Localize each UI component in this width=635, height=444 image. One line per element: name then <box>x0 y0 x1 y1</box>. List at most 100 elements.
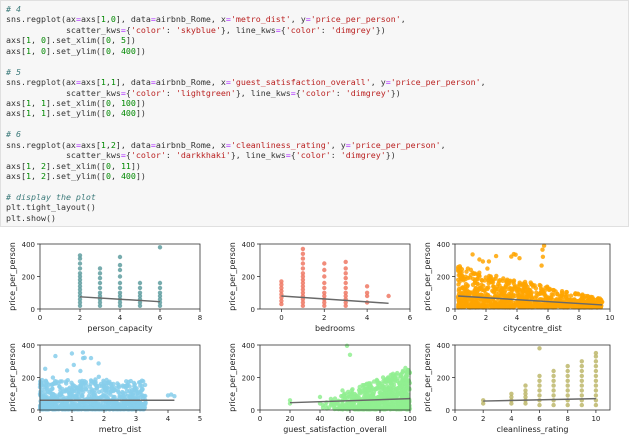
data-point <box>401 387 407 392</box>
data-point <box>78 392 84 397</box>
data-point <box>128 378 133 384</box>
data-point <box>462 304 467 309</box>
x-tick-label: 6 <box>546 314 551 322</box>
data-point <box>322 267 327 273</box>
y-tick-label: 400 <box>242 241 255 249</box>
code-line: plt.tight_layout() <box>6 202 96 213</box>
data-point <box>470 252 475 257</box>
code-line <box>6 119 486 129</box>
y-tick-label: 0 <box>31 306 35 314</box>
data-point <box>476 303 481 308</box>
data-point <box>332 396 338 401</box>
data-point <box>322 285 327 291</box>
data-point <box>579 402 584 408</box>
data-point <box>390 395 396 400</box>
code-line: scatter_kws={'color': 'darkkhaki'}, line… <box>6 150 396 161</box>
data-point <box>486 301 491 306</box>
data-point <box>300 256 306 261</box>
data-point <box>376 404 381 410</box>
code-cell[interactable]: # 4 sns.regplot(ax=axs[1,0], data=airbnb_… <box>0 0 629 227</box>
subplot-5: 0 200 400 0 20 40 60 80 100 guest_satisfaction_ov… <box>228 342 417 434</box>
x-axis-label: guest_satisfaction_overall <box>283 425 387 434</box>
data-point <box>49 382 54 387</box>
data-point <box>537 378 542 383</box>
data-point <box>80 387 85 393</box>
data-point <box>579 388 584 393</box>
data-point <box>44 382 49 388</box>
data-point <box>77 300 83 305</box>
data-point <box>480 305 486 310</box>
data-point <box>365 392 370 398</box>
x-tick-label: 6 <box>158 314 163 322</box>
data-point <box>364 284 370 289</box>
data-point <box>110 385 115 391</box>
data-point <box>551 402 556 408</box>
data-point <box>279 301 284 307</box>
y-tick-label: 0 <box>446 407 450 415</box>
data-point <box>343 403 349 409</box>
data-point <box>593 388 599 393</box>
data-point <box>499 286 504 291</box>
data-point <box>57 384 62 389</box>
data-point <box>322 274 327 279</box>
x-tick-label: 0 <box>38 415 42 423</box>
data-point <box>523 383 528 388</box>
data-point <box>366 387 371 392</box>
y-axis-label: price_per_person <box>8 343 17 412</box>
data-point <box>593 373 599 379</box>
data-point <box>300 290 306 295</box>
data-point <box>57 391 62 397</box>
data-point <box>395 392 400 397</box>
data-point <box>378 393 383 398</box>
data-point <box>300 246 306 252</box>
data-point <box>485 286 490 292</box>
data-point <box>551 393 556 398</box>
data-point <box>537 388 542 393</box>
data-point <box>38 407 43 412</box>
data-point <box>322 293 327 299</box>
y-axis-label: price_per_person <box>423 242 432 311</box>
data-point <box>117 262 123 268</box>
data-point <box>322 261 327 266</box>
data-point <box>343 303 348 308</box>
x-tick-label: 4 <box>515 314 520 322</box>
data-point <box>389 377 394 382</box>
code-editor[interactable]: # 4 sns.regplot(ax=axs[1,0], data=airbnb_… <box>6 4 486 223</box>
plot-output: 0 200 400 0 2 4 6 8 person_capacity price_per_per… <box>0 232 635 439</box>
data-point <box>157 245 163 250</box>
data-point <box>343 259 348 265</box>
data-point <box>343 271 348 276</box>
data-point <box>384 377 389 382</box>
code-line: sns.regplot(ax=axs[1,1], data=airbnb_Rom… <box>6 77 486 88</box>
data-point <box>279 279 284 284</box>
data-point <box>493 253 499 259</box>
x-tick-label: 80 <box>376 415 385 423</box>
y-axis-label: price_per_person <box>228 242 237 311</box>
data-point <box>71 362 77 368</box>
data-point <box>364 293 370 299</box>
data-point <box>157 293 163 299</box>
data-point <box>364 402 369 407</box>
data-point <box>141 379 146 384</box>
data-point <box>567 297 572 302</box>
y-tick-label: 0 <box>31 407 35 415</box>
x-tick-label: 0 <box>453 415 457 423</box>
data-point <box>511 279 516 284</box>
x-tick-label: 0 <box>279 314 283 322</box>
data-point <box>477 257 482 262</box>
data-point <box>117 267 123 273</box>
code-line <box>6 56 486 66</box>
data-point <box>60 402 66 407</box>
data-point <box>472 271 477 276</box>
data-point <box>565 383 570 388</box>
data-point <box>383 387 389 392</box>
data-point <box>343 266 348 271</box>
data-point <box>550 297 555 302</box>
y-tick-label: 0 <box>251 407 255 415</box>
x-tick-label: 4 <box>118 314 123 322</box>
data-point <box>77 297 83 302</box>
data-point <box>538 301 543 307</box>
data-point <box>96 374 102 379</box>
data-point <box>554 297 559 302</box>
data-point <box>357 400 362 405</box>
